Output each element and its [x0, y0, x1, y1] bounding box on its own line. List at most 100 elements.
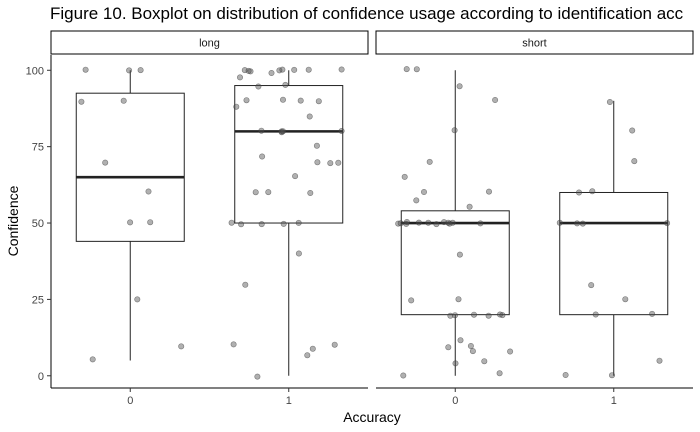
data-point [445, 344, 452, 351]
data-point [331, 341, 338, 348]
data-point [589, 188, 596, 195]
data-point [425, 219, 432, 226]
y-tick-label: 0 [38, 371, 44, 383]
data-point [292, 173, 299, 180]
data-point [237, 74, 244, 81]
data-point [588, 282, 595, 289]
data-point [649, 310, 656, 317]
data-point [297, 97, 304, 104]
data-point [259, 153, 266, 160]
facet-strip-label: short [522, 38, 546, 50]
data-point [82, 66, 89, 73]
facet-strip [50, 30, 369, 55]
data-point [258, 127, 265, 134]
facet-strip [375, 30, 694, 55]
data-point [408, 297, 415, 304]
data-point [279, 128, 286, 135]
y-tick-label: 50 [32, 218, 44, 230]
facet-panel-long: long 0 1 [50, 30, 369, 407]
data-point [335, 159, 342, 166]
data-point [485, 188, 492, 195]
data-point [456, 251, 463, 258]
data-point [126, 67, 133, 74]
data-point [451, 127, 458, 134]
facet-strip-label: long [199, 38, 220, 50]
x-tick-label: 0 [452, 395, 458, 407]
data-point [228, 219, 235, 226]
data-point [338, 128, 345, 135]
chart-title: Figure 10. Boxplot on distribution of co… [50, 4, 684, 23]
data-point [338, 66, 345, 73]
box-iqr [75, 92, 185, 242]
data-point [507, 348, 514, 355]
box-long-0 [75, 66, 185, 363]
box-iqr [559, 191, 669, 316]
x-tick-label: 1 [286, 395, 292, 407]
y-tick-label: 75 [32, 142, 44, 154]
data-point [295, 250, 302, 257]
data-point [305, 66, 312, 73]
data-point [178, 343, 185, 350]
data-point [470, 311, 477, 318]
data-point [291, 66, 298, 73]
data-point [306, 113, 313, 120]
data-point [279, 96, 286, 103]
data-point [254, 373, 261, 380]
data-point [314, 159, 321, 166]
x-tick-label: 0 [127, 395, 133, 407]
data-point [245, 67, 252, 74]
data-point [485, 312, 492, 319]
data-point [606, 99, 613, 106]
data-point [304, 352, 311, 359]
data-point [242, 281, 249, 288]
data-point [496, 311, 503, 318]
data-point [656, 357, 663, 364]
data-point [556, 219, 563, 226]
data-point [579, 220, 586, 227]
data-point [127, 219, 134, 226]
data-point [102, 159, 109, 166]
data-point [664, 220, 671, 227]
data-point [622, 296, 629, 303]
data-point [445, 219, 452, 226]
data-point [469, 348, 476, 355]
data-point [455, 296, 462, 303]
data-point [238, 221, 245, 228]
box-short-0 [395, 66, 514, 379]
data-point [496, 370, 503, 377]
facet-panel-short: short 0 1 [375, 30, 694, 407]
box-short-1 [556, 99, 671, 379]
data-point [233, 103, 240, 110]
data-point [401, 173, 408, 180]
data-point [145, 188, 152, 195]
data-point [574, 220, 581, 227]
data-point [327, 160, 334, 167]
data-point [457, 337, 464, 344]
data-point [413, 197, 420, 204]
data-point [309, 345, 316, 352]
data-point [415, 219, 422, 226]
data-point [252, 189, 259, 196]
box-iqr [234, 85, 344, 224]
data-point [481, 358, 488, 365]
panels-layer: long 0 1 short 0 1 [50, 30, 694, 407]
data-point [403, 219, 410, 226]
data-point [433, 221, 440, 228]
y-tick-label: 25 [32, 294, 44, 306]
data-point [477, 220, 484, 227]
data-point [147, 219, 154, 226]
data-point [452, 360, 459, 367]
data-point [255, 83, 262, 90]
data-point [258, 221, 265, 228]
data-point [295, 219, 302, 226]
data-point [279, 66, 286, 73]
x-tick-label: 1 [611, 395, 617, 407]
data-point [562, 371, 569, 378]
data-point [467, 342, 474, 349]
data-point [268, 70, 275, 77]
data-point [420, 189, 427, 196]
data-point [400, 372, 407, 379]
data-point [426, 158, 433, 165]
box-long-1 [228, 66, 345, 380]
data-point [137, 67, 144, 74]
